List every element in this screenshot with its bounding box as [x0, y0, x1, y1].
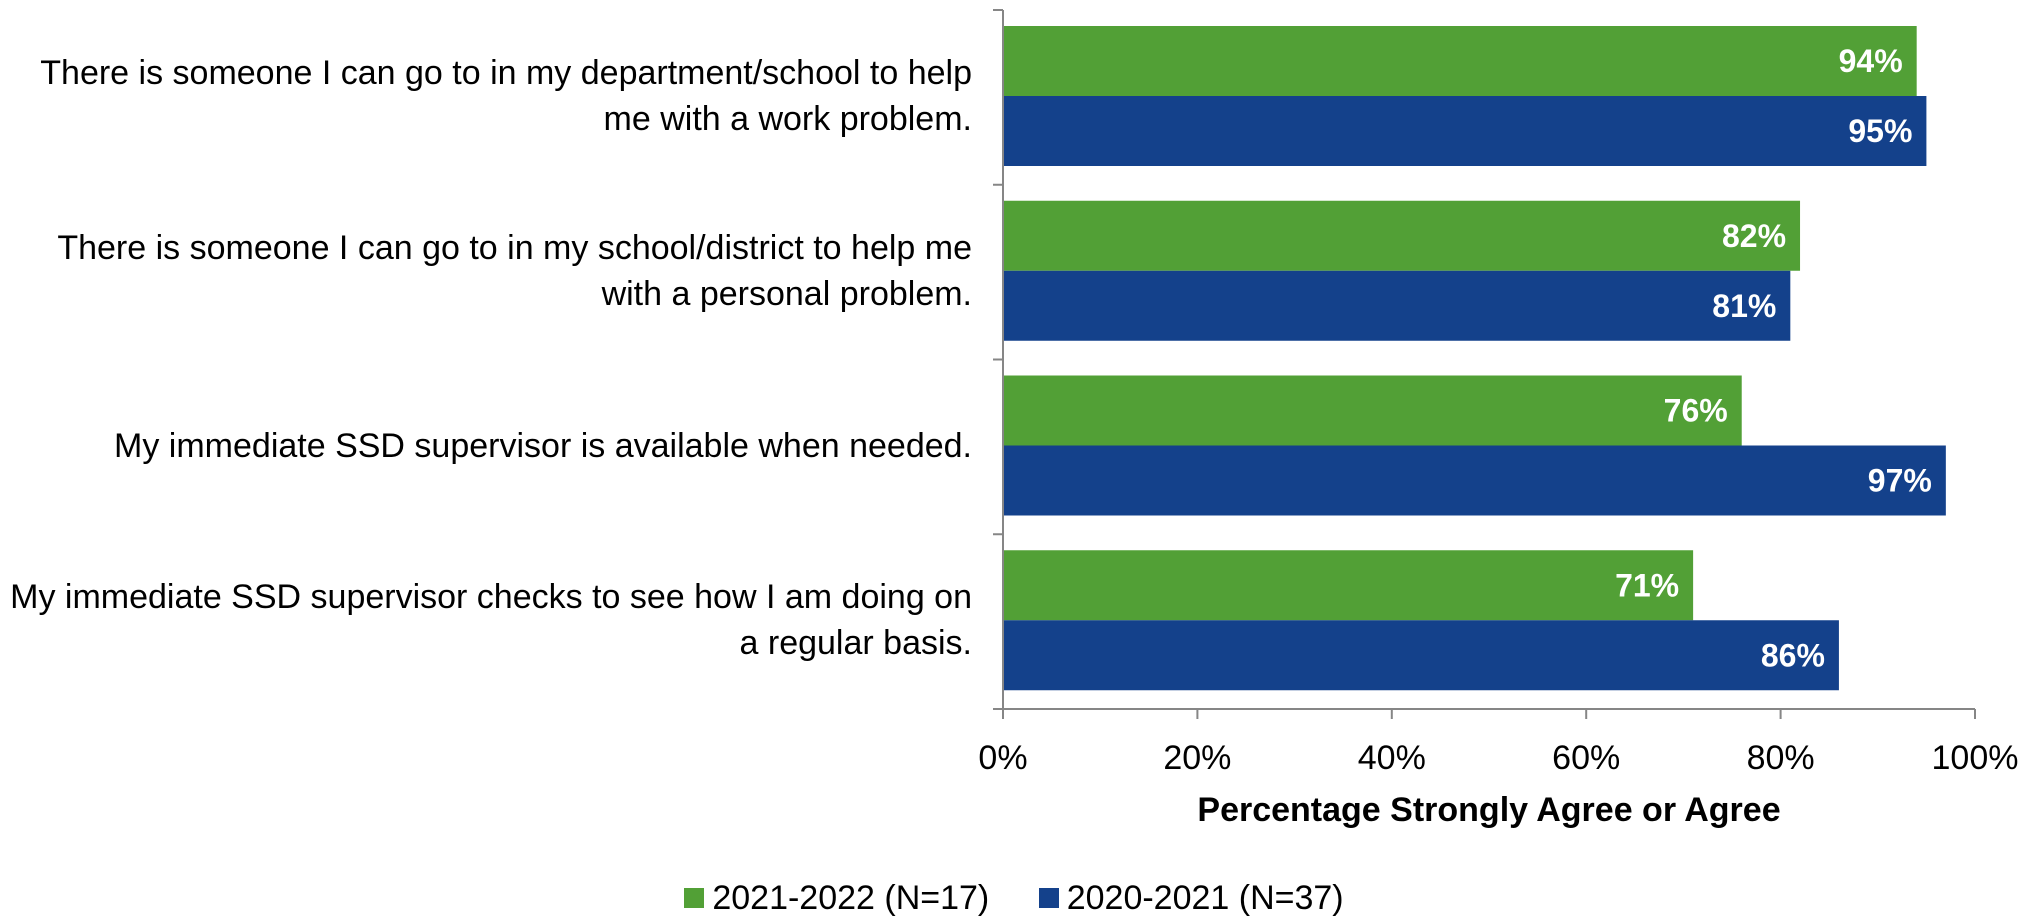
bar-s2-c2 — [1003, 270, 1791, 341]
data-label-s2-c4: 86% — [1761, 637, 1825, 673]
legend: 2021-2022 (N=17) 2020-2021 (N=37) — [0, 878, 2028, 918]
category-label-4-line-2: a regular basis. — [739, 624, 972, 663]
category-label-4: My immediate SSD supervisor checks to se… — [0, 574, 972, 666]
bar-s2-c4 — [1003, 620, 1839, 691]
category-label-2-line-1: There is someone I can go to in my schoo… — [57, 228, 972, 267]
bar-s1-c3 — [1003, 375, 1742, 446]
x-tick-label-1: 20% — [1163, 739, 1231, 777]
legend-label-series-1: 2021-2022 (N=17) — [712, 878, 990, 917]
legend-swatch-series-2 — [1038, 888, 1059, 908]
legend-item-series-1: 2021-2022 (N=17) — [684, 879, 989, 918]
data-label-s2-c2: 81% — [1712, 288, 1776, 324]
data-label-s1-c3: 76% — [1664, 393, 1728, 429]
category-label-3-line-1: My immediate SSD supervisor is available… — [114, 426, 972, 465]
data-label-s1-c2: 82% — [1722, 218, 1786, 254]
bar-s1-c4 — [1003, 550, 1694, 621]
legend-swatch-series-1 — [684, 888, 705, 908]
bar-s2-c1 — [1003, 96, 1927, 166]
legend-item-series-2: 2020-2021 (N=37) — [1038, 878, 1344, 918]
category-label-2: There is someone I can go to in my schoo… — [0, 225, 972, 317]
data-label-s2-c1: 95% — [1848, 113, 1912, 149]
x-tick-label-0: 0% — [978, 739, 1027, 777]
data-label-s2-c3: 97% — [1868, 463, 1932, 499]
category-label-2-line-2: with a personal problem. — [601, 274, 972, 313]
x-axis-title: Percentage Strongly Agree or Agree — [1197, 791, 1780, 829]
legend-label-series-2: 2020-2021 (N=37) — [1066, 878, 1344, 917]
data-label-s1-c4: 71% — [1615, 567, 1679, 603]
bar-s2-c3 — [1003, 445, 1946, 516]
x-tick-label-2: 40% — [1358, 739, 1426, 777]
x-tick-label-5: 100% — [1932, 739, 2019, 777]
category-label-1-line-1: There is someone I can go to in my depar… — [40, 54, 972, 92]
bar-s1-c2 — [1003, 200, 1801, 271]
category-label-3: My immediate SSD supervisor is available… — [0, 423, 972, 469]
category-label-1: There is someone I can go to in my depar… — [0, 50, 972, 142]
bar-s1-c1 — [1003, 26, 1917, 96]
data-label-s1-c1: 94% — [1839, 43, 1903, 79]
x-tick-label-4: 80% — [1747, 739, 1815, 777]
category-label-4-line-1: My immediate SSD supervisor checks to se… — [10, 578, 972, 617]
category-label-1-line-2: me with a work problem. — [603, 100, 972, 138]
x-tick-label-3: 60% — [1552, 739, 1620, 777]
